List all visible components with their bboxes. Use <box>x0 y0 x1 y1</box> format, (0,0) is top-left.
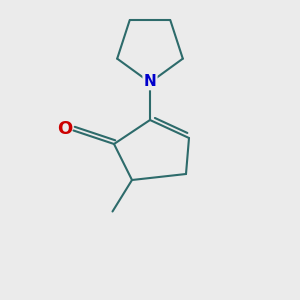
Text: O: O <box>57 120 72 138</box>
Text: N: N <box>144 74 156 89</box>
